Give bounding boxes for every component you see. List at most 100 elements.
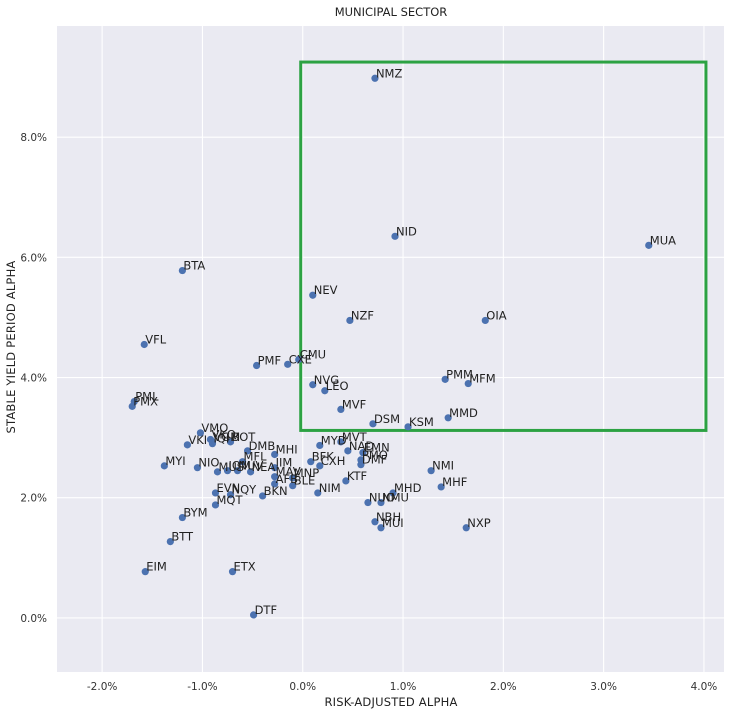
- point-label: EIM: [146, 560, 167, 574]
- point-label: MYI: [165, 454, 185, 468]
- point-label: NIM: [319, 481, 341, 495]
- data-point: [271, 473, 279, 481]
- x-tick-label: -2.0%: [87, 681, 117, 693]
- data-point: [371, 518, 379, 526]
- x-tick-label: 3.0%: [590, 681, 617, 693]
- point-label: PMO: [362, 448, 388, 462]
- point-label: MHF: [442, 475, 467, 489]
- point-label: MUS: [218, 460, 244, 474]
- point-label: BOT: [232, 430, 257, 444]
- data-point: [364, 498, 372, 507]
- data-point: [391, 232, 399, 240]
- point-label: MHI: [276, 442, 298, 456]
- x-tick-label: 2.0%: [490, 681, 517, 693]
- point-label: BTT: [171, 530, 194, 544]
- data-point: [271, 480, 279, 488]
- point-label: PMF: [258, 354, 281, 368]
- point-label: BKN: [264, 484, 288, 498]
- point-label: EVN: [216, 481, 240, 495]
- data-point: [359, 449, 367, 457]
- data-point: [316, 441, 324, 450]
- data-point: [213, 468, 222, 476]
- x-tick-label: 1.0%: [390, 681, 417, 693]
- data-point: [337, 405, 345, 413]
- point-label: CXH: [321, 454, 346, 468]
- data-point: [128, 402, 136, 410]
- point-label: CXE: [289, 352, 312, 366]
- data-point: [314, 489, 322, 497]
- point-label: NUO: [369, 491, 395, 505]
- data-point: [389, 489, 397, 497]
- data-point: [178, 513, 186, 522]
- point-label: NEA: [252, 460, 276, 474]
- data-point: [208, 440, 217, 448]
- data-point: [223, 467, 232, 475]
- point-label: VMO: [201, 421, 228, 435]
- data-point: [226, 491, 235, 499]
- data-point: [183, 441, 191, 449]
- data-point: [309, 381, 317, 389]
- point-label: NUV: [239, 459, 264, 473]
- data-point: [289, 474, 297, 482]
- plot-area: [57, 26, 724, 672]
- point-label: MYD: [321, 433, 347, 447]
- data-point: [252, 361, 261, 370]
- data-point: [284, 360, 292, 368]
- point-label: MAV: [276, 465, 301, 479]
- y-tick-label: 0.0%: [20, 613, 47, 625]
- point-label: BTA: [183, 259, 205, 273]
- data-point: [140, 340, 148, 349]
- data-point: [211, 489, 220, 497]
- point-label: DMF: [362, 453, 387, 467]
- point-label: NMZ: [376, 66, 403, 80]
- y-tick-label: 4.0%: [20, 373, 47, 385]
- point-label: BFK: [312, 450, 335, 464]
- data-point: [226, 438, 235, 446]
- y-tick-label: 8.0%: [20, 132, 47, 144]
- point-label: MUA: [650, 233, 676, 247]
- data-point: [178, 266, 186, 275]
- data-point: [166, 537, 174, 546]
- x-tick-label: 4.0%: [691, 681, 718, 693]
- data-point: [309, 291, 317, 299]
- point-label: VKI: [188, 433, 207, 447]
- point-label: MFL: [244, 450, 268, 464]
- point-label: NEV: [314, 283, 338, 297]
- data-point: [211, 501, 220, 509]
- data-point: [321, 387, 329, 395]
- data-point: [462, 524, 470, 532]
- point-label: VKQ: [211, 427, 235, 441]
- data-point: [238, 458, 247, 466]
- data-point: [377, 498, 385, 507]
- data-point: [316, 462, 324, 470]
- point-label: NBH: [376, 510, 401, 524]
- y-axis-ticks: 0.0% 2.0% 4.0% 6.0% 8.0%: [20, 132, 47, 625]
- data-point: [193, 464, 202, 472]
- data-point: [337, 438, 345, 446]
- point-label: IQM: [229, 459, 251, 473]
- x-tick-label: -1.0%: [187, 681, 217, 693]
- data-point: [249, 611, 258, 619]
- point-label: NXP: [467, 516, 490, 530]
- data-point: [160, 462, 168, 470]
- data-point: [441, 375, 449, 383]
- point-label: LEO: [326, 379, 349, 393]
- data-point: [289, 482, 297, 490]
- data-point: [233, 467, 242, 475]
- data-point: [346, 316, 354, 325]
- data-point: [377, 524, 385, 532]
- data-point: [357, 461, 365, 469]
- point-label: MHD: [394, 481, 422, 495]
- y-tick-label: 2.0%: [20, 493, 47, 505]
- point-label: DSM: [374, 412, 400, 426]
- point-label: NIO: [198, 456, 219, 470]
- point-label: AFB: [276, 472, 298, 486]
- points-layer: [128, 74, 653, 619]
- data-point: [481, 316, 489, 325]
- y-tick-label: 6.0%: [20, 252, 47, 264]
- data-point: [271, 450, 279, 459]
- data-point: [645, 241, 653, 249]
- data-point: [259, 492, 267, 500]
